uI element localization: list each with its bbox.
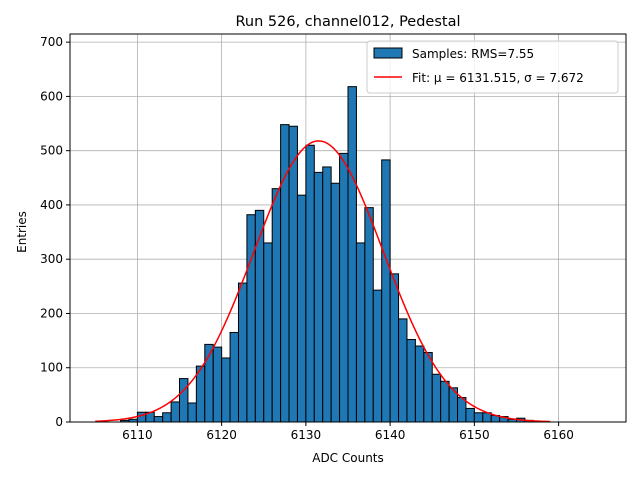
legend-label-fit: Fit: μ = 6131.515, σ = 7.672 — [412, 71, 584, 85]
histogram-bar — [263, 242, 273, 423]
histogram-bar — [473, 412, 484, 423]
y-tick-label: 500 — [40, 144, 63, 158]
legend-label-samples: Samples: RMS=7.55 — [412, 47, 534, 61]
legend: Samples: RMS=7.55 Fit: μ = 6131.515, σ =… — [366, 40, 619, 94]
histogram-bar — [465, 407, 475, 423]
x-tick-label: 6130 — [291, 428, 322, 442]
histogram-bar — [296, 194, 307, 423]
histogram-bar — [229, 331, 239, 423]
histogram-bar — [221, 357, 231, 423]
x-tick-label: 6120 — [206, 428, 237, 442]
histogram-bar — [414, 345, 425, 423]
x-tick-label: 6150 — [459, 428, 490, 442]
histogram-bar — [153, 416, 164, 423]
histogram-bar — [457, 397, 467, 423]
histogram-bar — [423, 352, 433, 423]
histogram-bar — [355, 242, 366, 423]
axes-frame — [69, 33, 627, 423]
legend-bar-swatch — [373, 47, 403, 59]
y-tick-label: 700 — [40, 35, 63, 49]
histogram-bar — [398, 318, 408, 423]
histogram-bar — [280, 124, 290, 423]
histogram-bar — [271, 188, 282, 423]
histogram-bar — [431, 373, 442, 423]
histogram-bar — [406, 339, 416, 423]
histogram-bar — [381, 159, 391, 423]
y-tick-label: 300 — [40, 252, 63, 266]
histogram-bar — [136, 411, 147, 423]
histogram-bar — [322, 166, 332, 423]
histogram-bar — [330, 182, 341, 423]
histogram-bar — [187, 402, 197, 423]
y-axis-ticks: 0 100 200 300 400 500 600 700 — [40, 35, 70, 429]
x-tick-label: 6140 — [375, 428, 406, 442]
y-axis-label: Entries — [15, 211, 29, 253]
histogram-bar — [372, 289, 383, 423]
histogram-bar — [364, 207, 374, 423]
y-tick-label: 200 — [40, 306, 63, 320]
y-tick-label: 100 — [40, 361, 63, 375]
histogram-bar — [179, 378, 189, 423]
x-tick-label: 6160 — [543, 428, 574, 442]
y-tick-label: 0 — [55, 415, 63, 429]
histogram-bar — [305, 144, 315, 423]
histogram-bar — [212, 346, 223, 423]
histogram-bar — [246, 214, 256, 423]
histogram-bar — [313, 171, 324, 423]
y-tick-label: 600 — [40, 89, 63, 103]
histogram-bar — [170, 401, 181, 423]
histogram-bar — [288, 125, 298, 423]
chart-title: Run 526, channel012, Pedestal — [235, 14, 460, 30]
x-axis-label: ADC Counts — [312, 451, 384, 465]
legend-box — [366, 40, 619, 94]
histogram-bar — [339, 152, 349, 423]
y-tick-label: 400 — [40, 198, 63, 212]
fit-curve — [95, 140, 551, 423]
x-tick-label: 6110 — [122, 428, 153, 442]
histogram-bar — [237, 282, 248, 423]
histogram-bar — [440, 380, 450, 423]
histogram-bar — [389, 273, 400, 423]
histogram-bar — [254, 209, 265, 423]
x-axis-ticks: 6110 6120 6130 6140 6150 6160 — [122, 422, 574, 442]
histogram-bar — [347, 86, 357, 423]
histogram-bar — [162, 412, 172, 423]
